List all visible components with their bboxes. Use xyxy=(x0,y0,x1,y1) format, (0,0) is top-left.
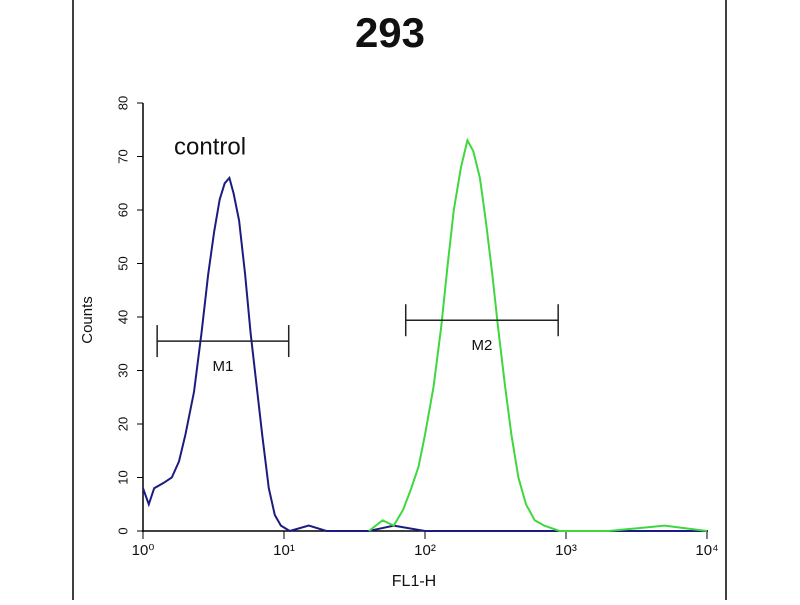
y-axis-label: Counts xyxy=(79,296,96,344)
y-tick-label: 30 xyxy=(115,363,130,377)
marker-label: M2 xyxy=(472,337,493,354)
y-tick-label: 40 xyxy=(115,310,130,324)
chart-title: 293 xyxy=(355,9,425,56)
y-tick-label: 10 xyxy=(115,470,130,484)
y-tick-label: 80 xyxy=(115,96,130,110)
x-tick-label: 10⁴ xyxy=(695,542,718,559)
x-tick-label: 10⁰ xyxy=(132,542,155,559)
x-tick-label: 10² xyxy=(414,542,436,559)
series-label: control xyxy=(174,133,246,160)
x-axis-label: FL1-H xyxy=(392,573,436,590)
histogram-line xyxy=(368,137,708,532)
y-tick-label: 60 xyxy=(115,203,130,217)
x-tick-label: 10¹ xyxy=(273,542,295,559)
x-tick-label: 10³ xyxy=(555,542,577,559)
y-tick-label: 20 xyxy=(115,417,130,431)
marker-label: M1 xyxy=(213,358,234,375)
histogram-line xyxy=(142,175,707,533)
y-tick-label: 70 xyxy=(115,149,130,163)
y-tick-label: 50 xyxy=(115,256,130,270)
y-tick-label: 0 xyxy=(115,527,130,534)
frame xyxy=(72,0,727,602)
